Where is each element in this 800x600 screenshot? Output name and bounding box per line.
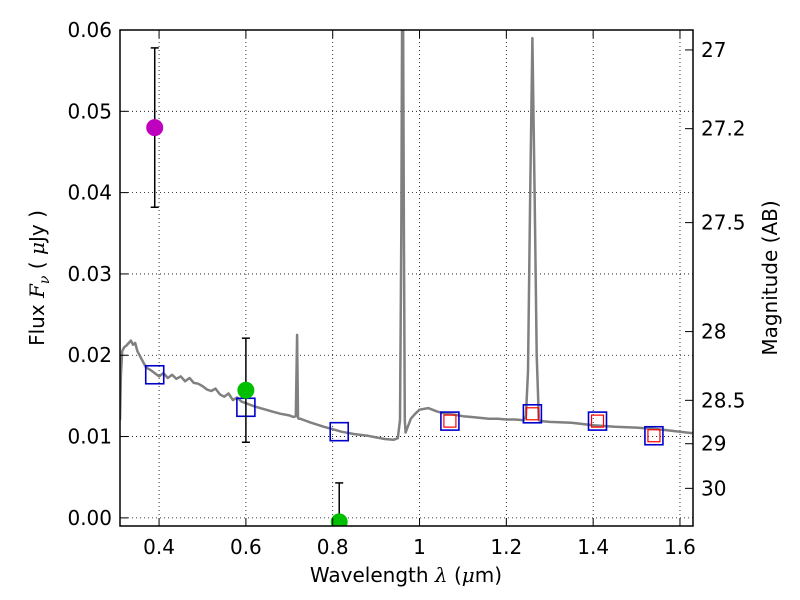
y-tick-label: 0.02 [67,343,112,367]
x-tick-label: 1.4 [577,535,609,559]
model-photometry-inner-marker [590,414,605,428]
y-tick-label: 0.00 [67,506,112,530]
y-tick-label: 0.06 [67,18,112,42]
magnitude-axis-label: Magnitude (AB) [758,200,782,355]
y-tick-label: 0.03 [67,262,112,286]
y-axis-ticks: 0.00 0.01 0.02 0.03 0.04 0.05 0.06 [67,18,128,530]
model-photometry-marker [522,403,543,424]
magnitude-tick-label: 28 [701,320,726,344]
magnitude-tick-label: 27.5 [701,211,746,235]
model-photometry-inner-marker [525,407,539,421]
magnitude-tick-label: 30 [701,476,726,500]
grid-lines [120,29,693,526]
x-tick-label: 0.4 [143,535,175,559]
model-photometry-marker [587,411,608,431]
x-tick-label: 1.2 [490,535,522,559]
model-photometry-marker [440,411,460,431]
observed-point [146,119,164,137]
x-tick-label: 0.8 [317,535,349,559]
magnitude-tick-label: 27 [701,38,726,62]
observed-point [237,381,255,399]
y-axis-label: Flux Fν ( μJy ) [25,210,53,346]
model-photometry-inner-marker [443,414,457,428]
plot-frame [119,29,694,527]
x-tick-label: 1 [413,535,426,559]
x-tick-label: 1.6 [664,535,696,559]
y-tick-label: 0.01 [67,425,112,449]
y-tick-label: 0.05 [67,99,112,123]
y-tick-label: 0.04 [67,181,112,205]
magnitude-axis-ticks: 27 27.2 27.5 28 28.5 29 30 [685,38,746,500]
model-photometry-marker [329,421,350,442]
magnitude-tick-label: 29 [701,432,726,456]
model-photometry-series [144,364,664,446]
model-photometry-marker [644,425,664,446]
x-axis-label: Wavelength λ (μm) [310,563,502,587]
magnitude-tick-label: 27.2 [701,117,746,141]
x-axis-ticks: 0.4 0.6 0.8 1 1.2 1.4 1.6 [143,30,696,559]
model-photometry-inner-marker [647,429,661,443]
magnitude-tick-label: 28.5 [701,388,746,412]
observed-point [330,513,348,526]
model-photometry-marker [144,364,165,385]
observed-photometry-series [146,47,348,526]
x-tick-label: 0.6 [230,535,262,559]
